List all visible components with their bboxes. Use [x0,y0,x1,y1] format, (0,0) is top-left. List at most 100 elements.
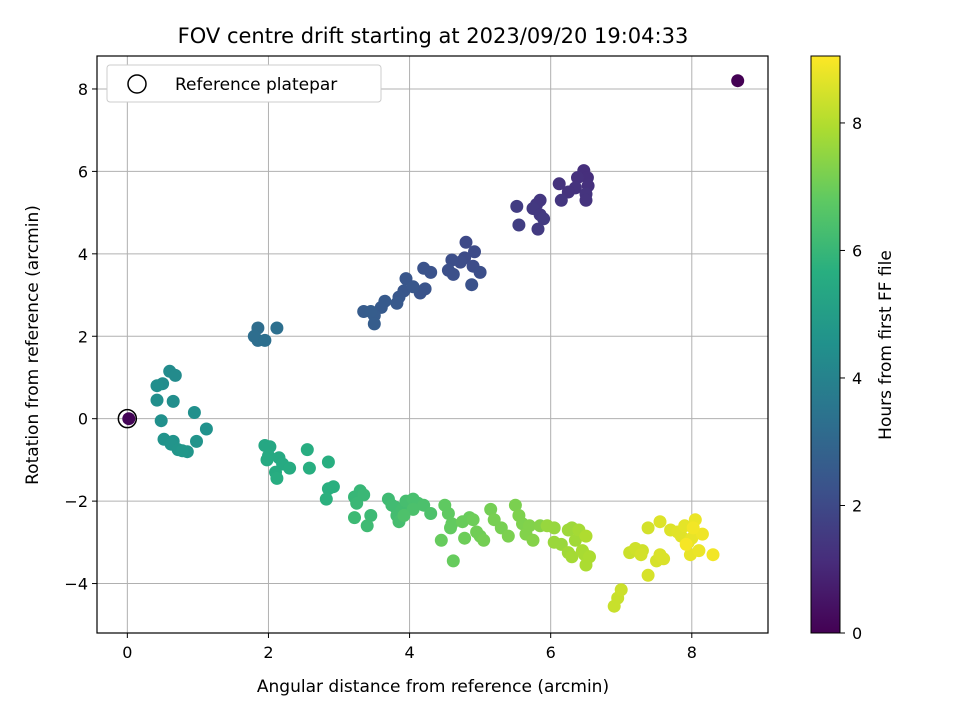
reference-platepar-marker [117,408,138,429]
scatter-point [579,529,593,543]
scatter-point [300,443,314,457]
scatter-point [614,583,628,597]
scatter-point [653,515,667,529]
legend-box [106,64,382,103]
legend: Reference platepar [106,64,382,103]
scatter-point [679,537,693,551]
scatter-point [458,531,472,545]
scatter-point [270,321,284,335]
scatter-point [434,533,448,547]
scatter-point [657,552,671,566]
scatter-point [424,507,438,520]
colorbar-gradient [810,55,841,634]
scatter-point [175,444,189,458]
grid-lines [97,56,768,633]
scatter-point [321,455,335,469]
y-tick-label: 2 [78,327,88,346]
scatter-point [465,278,479,292]
scatter-point [512,218,526,232]
scatter-point [641,568,655,582]
scatter-point [473,265,487,279]
scatter-point [686,521,700,535]
scatter-point [583,550,596,564]
scatter-point [568,533,582,547]
y-tick-label: 4 [78,245,88,264]
x-tick-label: 0 [122,643,132,662]
scatter-point [565,550,579,564]
plot-frame [96,55,769,634]
scatter-point [154,414,168,428]
scatter-point [552,177,566,191]
scatter-point [326,480,340,494]
scatter-point [468,245,481,259]
scatter-point [501,529,515,543]
x-tick-label: 2 [263,643,273,662]
y-tick-label: 0 [78,410,88,429]
scatter-point [364,509,378,522]
scatter-point [441,507,455,520]
y-tick-label: −4 [64,575,88,594]
scatter-point [260,453,274,467]
scatter-point [484,502,498,516]
scatter-point [360,519,374,533]
y-tick-label: 8 [78,80,88,99]
x-axis-ticks: 0 2 4 6 8 [122,633,697,662]
scatter-point [526,533,540,547]
scatter-point [466,513,480,527]
colorbar-ticks: 0 2 4 6 8 [840,114,862,643]
scatter-point [302,461,316,475]
scatter-point [199,422,213,436]
scatter-point [706,548,720,562]
x-tick-label: 6 [546,643,556,662]
scatter-point [270,471,284,485]
scatter-point [150,393,164,407]
scatter-point [537,212,551,226]
scatter-point [319,492,333,506]
colorbar-tick-label: 8 [852,114,862,133]
scatter-point [150,379,164,393]
chart-title: FOV centre drift starting at 2023/09/20 … [178,24,689,48]
scatter-point [390,296,404,310]
colorbar-tick-label: 6 [852,241,862,260]
scatter-point [445,253,459,267]
legend-marker-reference [127,74,147,94]
legend-label-reference: Reference platepar [175,75,337,95]
scatter-point [283,461,297,475]
colorbar: 0 2 4 6 8 Hours from first FF file [810,55,896,643]
scatter-point [166,394,180,408]
x-axis-label: Angular distance from reference (arcmin) [257,677,609,697]
data-points [122,74,745,613]
scatter-point [406,280,420,294]
scatter-point [350,496,364,510]
scatter-point [187,406,201,419]
scatter-point [692,544,706,558]
colorbar-tick-label: 4 [852,369,862,388]
scatter-point [417,261,431,275]
scatter-point [168,368,182,382]
scatter-point [459,235,473,249]
scatter-point [446,554,460,568]
scatter-point [364,305,378,318]
x-tick-label: 8 [687,643,697,662]
x-tick-label: 4 [404,643,414,662]
scatter-point [508,498,522,512]
scatter-point [406,502,420,516]
scatter-point [444,521,457,535]
scatter-point [554,193,568,207]
scatter-point [122,412,136,426]
scatter-point [531,222,545,236]
colorbar-label: Hours from first FF file [876,250,896,440]
scatter-point [571,171,584,185]
scatter-point [367,317,381,331]
scatter-point [446,267,460,281]
scatter-point [579,193,593,207]
y-axis-label: Rotation from reference (arcmin) [23,205,43,485]
colorbar-tick-label: 2 [852,496,862,515]
reference-marker [117,408,138,429]
scatter-point [641,521,655,535]
scatter-point [731,74,745,88]
scatter-point [190,434,203,448]
y-tick-label: −2 [64,492,88,511]
scatter-point [547,521,561,535]
